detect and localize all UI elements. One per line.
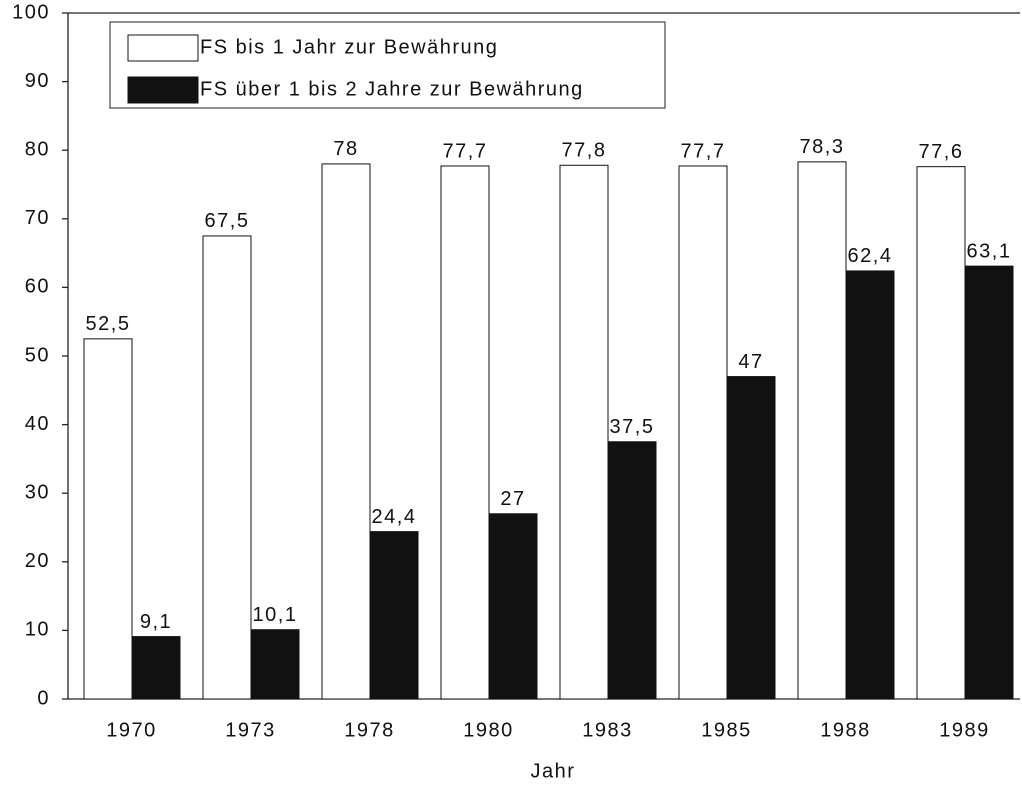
value-label: 37,5 — [610, 416, 655, 438]
y-tick-label: 60 — [25, 276, 50, 298]
bar — [916, 166, 966, 700]
y-tick-label: 0 — [37, 687, 50, 709]
bar — [845, 270, 895, 700]
y-tick-label: 40 — [25, 413, 50, 435]
bar — [202, 235, 252, 700]
legend-label: FS bis 1 Jahr zur Bewährung — [200, 36, 498, 58]
value-label: 27 — [500, 488, 525, 510]
y-tick-label: 100 — [12, 1, 50, 23]
y-tick-label: 50 — [25, 344, 50, 366]
value-label: 24,4 — [372, 506, 417, 528]
x-tick-label: 1985 — [701, 719, 752, 741]
value-label: 78 — [333, 138, 358, 160]
bar — [726, 376, 776, 700]
bar — [83, 338, 133, 700]
bar — [250, 629, 300, 700]
value-label: 52,5 — [86, 313, 131, 335]
bar — [797, 161, 847, 700]
x-axis-label: Jahr — [531, 760, 576, 782]
x-tick-label: 1970 — [106, 719, 157, 741]
y-tick-label: 70 — [25, 207, 50, 229]
bar — [559, 164, 609, 700]
bar — [321, 163, 371, 700]
y-tick-label: 90 — [25, 70, 50, 92]
value-label: 77,7 — [681, 140, 726, 162]
value-label: 78,3 — [800, 136, 845, 158]
y-tick-label: 20 — [25, 550, 50, 572]
legend-swatch — [127, 34, 199, 62]
bar — [440, 165, 490, 700]
value-label: 77,8 — [562, 140, 607, 162]
bar — [964, 265, 1014, 700]
x-tick-label: 1980 — [463, 719, 514, 741]
x-tick-label: 1989 — [939, 719, 990, 741]
bar — [131, 636, 181, 700]
value-label: 10,1 — [253, 604, 298, 626]
value-label: 77,6 — [919, 141, 964, 163]
value-label: 47 — [738, 351, 763, 373]
value-label: 67,5 — [205, 210, 250, 232]
x-tick-label: 1973 — [225, 719, 276, 741]
bar — [369, 531, 419, 700]
legend-swatch — [127, 76, 199, 104]
legend-label: FS über 1 bis 2 Jahre zur Bewährung — [200, 78, 584, 100]
legend-box — [109, 21, 666, 109]
bar — [488, 513, 538, 700]
x-tick-label: 1988 — [820, 719, 871, 741]
bar — [678, 165, 728, 700]
y-tick-label: 30 — [25, 481, 50, 503]
value-label: 62,4 — [848, 245, 893, 267]
x-tick-label: 1983 — [582, 719, 633, 741]
x-tick-label: 1978 — [344, 719, 395, 741]
y-tick-label: 80 — [25, 138, 50, 160]
value-label: 9,1 — [140, 611, 172, 633]
value-label: 63,1 — [967, 240, 1012, 262]
y-tick-label: 10 — [25, 619, 50, 641]
bar — [607, 441, 657, 700]
value-label: 77,7 — [443, 140, 488, 162]
